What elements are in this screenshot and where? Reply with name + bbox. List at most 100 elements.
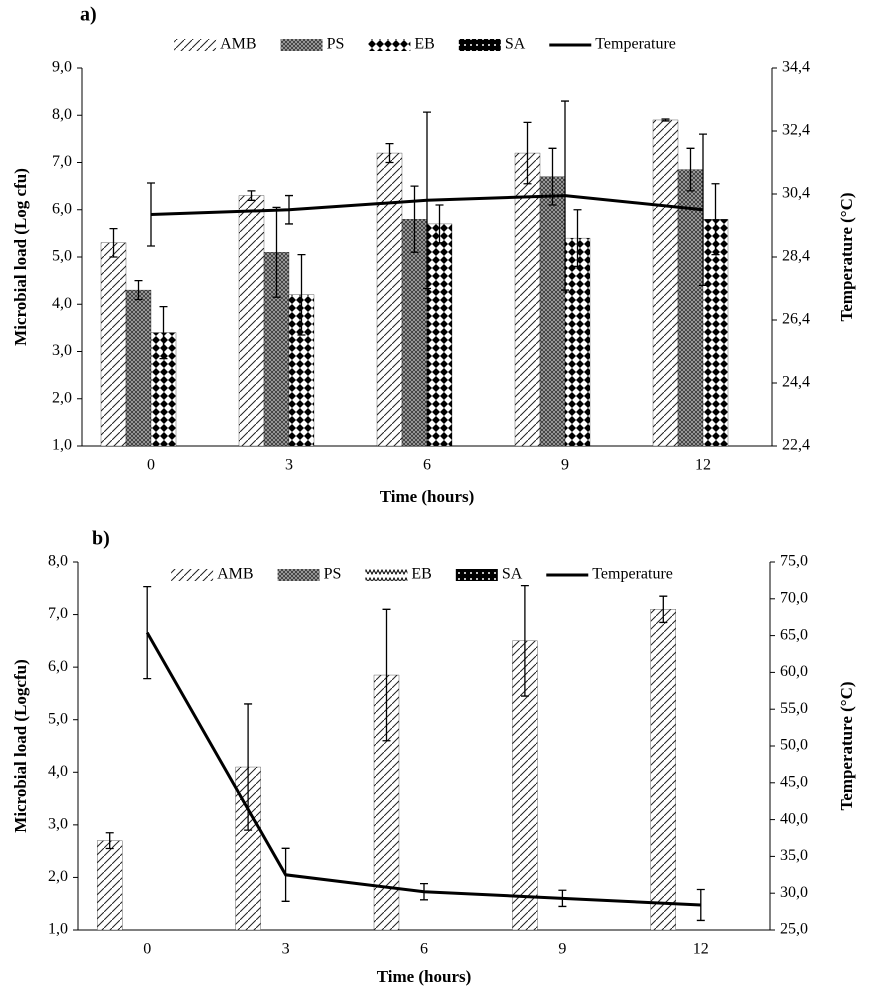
- x-tick-label: 0: [143, 941, 151, 958]
- y-tick-label: 4,0: [52, 295, 72, 312]
- y2-tick-label: 65,0: [780, 626, 808, 643]
- y-tick-label: 3,0: [52, 342, 72, 359]
- error-bar: [159, 305, 168, 360]
- error-bar: [699, 133, 707, 286]
- panel-label: b): [92, 528, 110, 550]
- error-bar: [423, 111, 431, 290]
- y-tick-label: 3,0: [48, 816, 68, 833]
- bar: [238, 195, 265, 447]
- legend-label: Temperature: [592, 566, 673, 583]
- y2-tick-label: 40,0: [780, 810, 808, 827]
- error-bar: [661, 118, 670, 122]
- bar: [100, 242, 127, 447]
- y2-tick-label: 45,0: [780, 773, 808, 790]
- x-tick-label: 9: [561, 457, 569, 474]
- bar: [702, 219, 729, 447]
- y-tick-label: 6,0: [52, 200, 72, 217]
- y2-tick-label: 34,4: [782, 59, 810, 76]
- legend-label: PS: [327, 36, 345, 53]
- y-tick-label: 6,0: [48, 658, 68, 675]
- bar: [650, 609, 676, 931]
- error-bar: [382, 608, 391, 742]
- error-bar: [420, 882, 428, 901]
- error-bar: [696, 888, 705, 922]
- y2-tick-label: 32,4: [782, 122, 810, 139]
- x-tick-label: 9: [558, 941, 566, 958]
- error-bar: [561, 100, 569, 291]
- y-tick-label: 7,0: [48, 605, 68, 622]
- error-bar: [435, 204, 444, 244]
- error-bar: [105, 832, 114, 850]
- error-bar: [558, 889, 567, 908]
- x-axis-title: Time (hours): [377, 967, 472, 986]
- bar: [125, 289, 152, 447]
- y-tick-label: 4,0: [48, 763, 68, 780]
- error-bar: [285, 194, 293, 225]
- bar: [539, 176, 566, 447]
- bar: [401, 219, 428, 447]
- y-axis-title: Microbial load (Logcfu): [11, 659, 30, 832]
- legend-label: PS: [324, 566, 342, 583]
- error-bar: [281, 847, 290, 902]
- error-bar: [711, 183, 720, 256]
- bar: [564, 237, 591, 447]
- legend-swatch: [277, 569, 320, 581]
- y2-axis-title: Temperature (°C): [837, 192, 856, 321]
- y-tick-label: 2,0: [52, 389, 72, 406]
- y-tick-label: 2,0: [48, 868, 68, 885]
- error-bar: [297, 253, 306, 336]
- error-bar: [520, 585, 529, 697]
- x-tick-label: 6: [420, 941, 428, 958]
- error-bar: [147, 182, 155, 247]
- x-tick-label: 3: [282, 941, 290, 958]
- legend-label: Temperature: [595, 36, 676, 53]
- y2-tick-label: 28,4: [782, 248, 810, 265]
- bar: [677, 169, 704, 447]
- y2-tick-label: 60,0: [780, 663, 808, 680]
- y2-tick-label: 35,0: [780, 847, 808, 864]
- y2-tick-label: 25,0: [780, 921, 808, 938]
- legend-label: EB: [411, 566, 431, 583]
- legend-swatch: [280, 39, 323, 51]
- error-bar: [143, 586, 152, 680]
- panel-label: a): [80, 4, 97, 26]
- x-tick-label: 12: [695, 457, 711, 474]
- error-bar: [573, 209, 582, 268]
- y2-tick-label: 30,4: [782, 185, 810, 202]
- temperature-line: [145, 631, 701, 907]
- x-tick-label: 6: [423, 457, 431, 474]
- y-tick-label: 9,0: [52, 59, 72, 76]
- x-tick-label: 3: [285, 457, 293, 474]
- y-tick-label: 7,0: [52, 153, 72, 170]
- error-bar: [686, 147, 695, 192]
- legend-label: AMB: [220, 36, 256, 53]
- error-bar: [523, 121, 532, 185]
- y2-tick-label: 50,0: [780, 737, 808, 754]
- y2-tick-label: 24,4: [782, 374, 810, 391]
- legend-swatch: [171, 569, 214, 581]
- y-tick-label: 1,0: [48, 921, 68, 938]
- error-bar: [272, 206, 281, 298]
- x-tick-label: 12: [693, 941, 709, 958]
- legend-label: SA: [505, 36, 526, 53]
- legend-swatch: [368, 39, 411, 51]
- y2-axis-title: Temperature (°C): [837, 681, 856, 810]
- y-tick-label: 1,0: [52, 437, 72, 454]
- bar: [376, 152, 403, 447]
- legend-swatch: [458, 39, 501, 51]
- legend-label: SA: [502, 566, 523, 583]
- y2-tick-label: 22,4: [782, 437, 810, 454]
- legend-swatch: [365, 569, 408, 581]
- error-bar: [134, 279, 143, 301]
- legend-swatch: [455, 569, 498, 581]
- error-bar: [659, 595, 668, 624]
- error-bar: [385, 142, 394, 164]
- y2-tick-label: 55,0: [780, 700, 808, 717]
- y2-tick-label: 26,4: [782, 311, 810, 328]
- y-tick-label: 8,0: [52, 106, 72, 123]
- y2-tick-label: 75,0: [780, 553, 808, 570]
- y2-tick-label: 30,0: [780, 884, 808, 901]
- x-axis-title: Time (hours): [380, 487, 475, 506]
